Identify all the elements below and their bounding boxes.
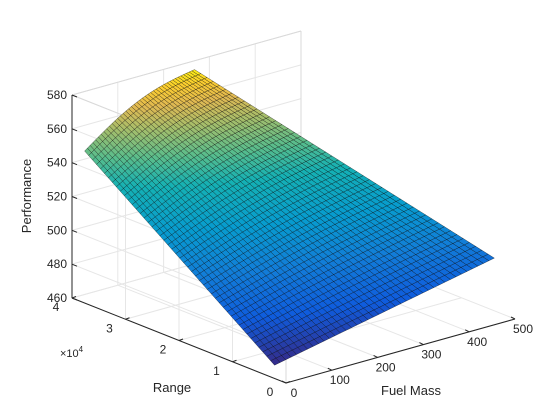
x-tick [373, 354, 378, 358]
x-tick [327, 367, 333, 371]
x-tick [281, 380, 287, 384]
y-tick-label: 3 [106, 321, 113, 335]
z-tick-label: 540 [47, 156, 67, 170]
surface-cell [84, 147, 92, 156]
x-axis-label: Fuel Mass [381, 383, 441, 398]
y-tick [125, 317, 130, 320]
x-tick-label: 400 [467, 335, 487, 349]
axes: 0100200300400500012344604805005205405605… [47, 88, 533, 400]
z-tick-label: 500 [47, 223, 67, 237]
z-tick-label: 580 [47, 88, 67, 102]
z-tick-label: 560 [47, 122, 67, 136]
y-exponent-power: 4 [79, 345, 84, 354]
x-tick-label: 200 [376, 360, 396, 374]
z-tick [71, 128, 78, 132]
z-tick [71, 297, 78, 301]
z-tick [71, 196, 78, 199]
y-tick-label: 1 [213, 364, 220, 378]
y-tick-label: 4 [53, 300, 60, 314]
y-tick [178, 338, 184, 341]
z-tick [71, 263, 78, 267]
x-tick-label: 100 [330, 373, 350, 387]
y-exponent-label: ×104 [60, 345, 84, 360]
box-edge [71, 30, 302, 96]
surface-plot [84, 69, 495, 366]
z-tick-label: 480 [47, 257, 67, 271]
z-tick [71, 162, 78, 166]
z-tick-label: 520 [47, 190, 67, 204]
x-tick-label: 300 [421, 348, 441, 362]
x-axis-line [285, 318, 516, 384]
axis-labels: Performance Range Fuel Mass ×104 [19, 159, 441, 398]
x-tick [464, 329, 470, 333]
z-tick [71, 229, 78, 233]
z-tick-label: 460 [47, 291, 67, 305]
y-tick-label: 0 [267, 385, 274, 399]
z-axis-label: Performance [19, 159, 34, 233]
y-exponent-base: ×10 [60, 348, 79, 360]
y-axis-label: Range [153, 380, 191, 395]
y-tick [285, 381, 291, 384]
x-tick-label: 500 [513, 322, 533, 336]
y-tick [232, 359, 237, 363]
x-tick [510, 316, 516, 320]
x-tick-label: 0 [291, 386, 298, 400]
x-tick [419, 342, 424, 346]
z-tick [71, 94, 78, 98]
y-tick-label: 2 [160, 343, 167, 357]
